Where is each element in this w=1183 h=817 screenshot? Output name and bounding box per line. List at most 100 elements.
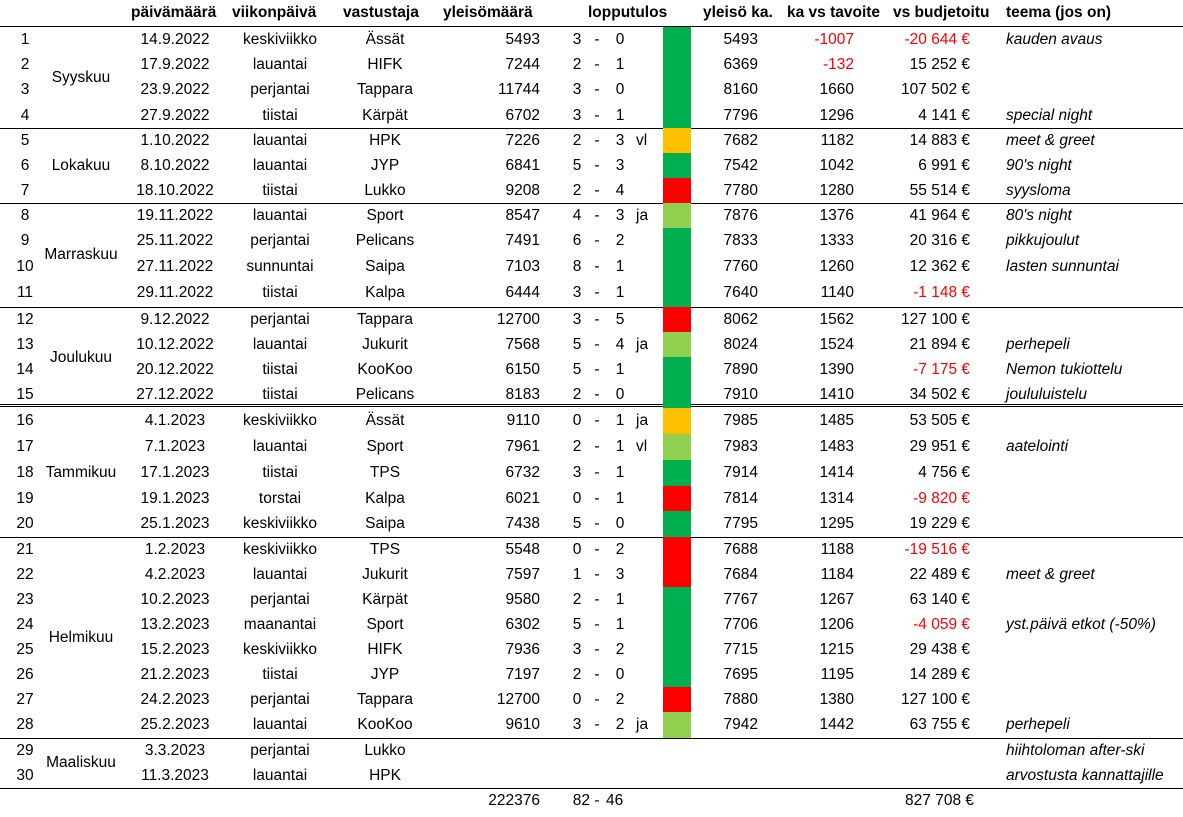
score-separator: -: [594, 284, 600, 301]
game-weekday: maanantai: [243, 616, 317, 633]
game-row: 11 29.11.2022 tiistai Kalpa 6444 3-1 7640 1140 -…: [0, 280, 1183, 305]
average-vs-target: 1410: [819, 386, 854, 403]
score-separator: -: [594, 311, 600, 328]
game-row: 26 21.2.2023 tiistai JYP 7197 2-0 7695 1195 14 2…: [0, 662, 1183, 687]
game-row: 10 27.11.2022 sunnuntai Saipa 7103 8-1 7760 126…: [0, 254, 1183, 279]
game-theme: [1006, 280, 1183, 305]
game-attendance: 9110: [506, 412, 540, 429]
season-average: 7880: [723, 691, 758, 708]
game-row: 5 1.10.2022 lauantai HPK 7226 2-3 vl 7682 1182 14…: [0, 128, 1183, 153]
game-weekday: perjantai: [250, 311, 310, 328]
average-vs-target: 1206: [819, 616, 854, 633]
game-opponent: TPS: [369, 541, 401, 558]
average-vs-target: 1260: [819, 258, 854, 275]
overtime-marker: vl: [636, 438, 648, 455]
average-vs-target: 1195: [820, 666, 854, 683]
game-row: 14 20.12.2022 tiistai KooKoo 6150 5-1 7890 1390…: [0, 357, 1183, 382]
overtime-marker: [636, 178, 660, 203]
header-opponent: vastustaja: [343, 4, 419, 21]
overtime-marker: [636, 511, 660, 536]
game-opponent: Saipa: [365, 515, 405, 532]
score-away: 2: [615, 541, 625, 558]
season-average: 7796: [723, 107, 758, 124]
game-opponent: Kärpät: [362, 107, 408, 124]
game-weekday: tiistai: [262, 666, 298, 683]
game-attendance: 6702: [505, 107, 540, 124]
game-weekday: keskiviikko: [242, 541, 318, 558]
score-away: 4: [615, 182, 625, 199]
game-theme: [1006, 408, 1183, 433]
game-theme: 90's night: [1006, 157, 1072, 174]
game-attendance: 7197: [505, 666, 540, 683]
season-average: 7715: [723, 641, 758, 658]
game-opponent: Sport: [366, 616, 404, 633]
vs-budget: 63 755 €: [909, 716, 970, 733]
game-attendance: [440, 763, 540, 788]
overtime-marker: vl: [636, 132, 648, 149]
game-date: 23.9.2022: [140, 81, 210, 98]
game-number: 28: [16, 716, 34, 733]
game-date: 19.11.2022: [136, 207, 214, 224]
overtime-marker: [636, 228, 660, 253]
overtime-marker: [636, 460, 660, 485]
game-date: 25.2.2023: [140, 716, 210, 733]
game-attendance: 7226: [505, 132, 540, 149]
vs-budget: 29 951 €: [909, 438, 970, 455]
score-separator: -: [594, 56, 600, 73]
game-date: 4.1.2023: [144, 412, 206, 429]
result-color-indicator: [663, 460, 691, 486]
game-theme: meet & greet: [1006, 132, 1095, 149]
game-weekday: keskiviikko: [242, 515, 318, 532]
score-away: 1: [615, 464, 625, 481]
game-number: 7: [20, 182, 30, 199]
game-theme: syysloma: [1006, 182, 1071, 199]
game-opponent: JYP: [370, 157, 400, 174]
game-weekday: lauantai: [252, 336, 308, 353]
average-vs-target: 1215: [819, 641, 854, 658]
game-theme: arvostusta kannattajille: [1006, 767, 1164, 784]
score-home: 2: [572, 56, 582, 73]
game-number: 15: [16, 386, 34, 403]
score-home: [568, 763, 586, 788]
score-away: 3: [615, 207, 625, 224]
game-opponent: Saipa: [365, 258, 405, 275]
game-weekday: torstai: [258, 490, 302, 507]
header-weekday: viikonpäivä: [232, 4, 317, 21]
game-number: 30: [16, 767, 34, 784]
game-weekday: lauantai: [252, 56, 308, 73]
month-label: Lokakuu: [51, 157, 111, 174]
score-separator: -: [594, 361, 600, 378]
game-row: 1 14.9.2022 keskiviikko Ässät 5493 3-0 5493 -10…: [0, 27, 1183, 52]
vs-budget: -1 148 €: [913, 284, 970, 301]
game-attendance: 7491: [505, 232, 540, 249]
vs-budget: [880, 763, 970, 788]
game-number: 29: [16, 742, 34, 759]
game-number: 12: [16, 311, 34, 328]
vs-budget: 29 438 €: [909, 641, 970, 658]
overtime-marker: [636, 687, 660, 712]
game-theme: aatelointi: [1006, 438, 1069, 455]
vs-budget: 14 289 €: [909, 666, 970, 683]
score-away: 1: [615, 438, 625, 455]
game-attendance: 12700: [496, 691, 540, 708]
score-home: 8: [572, 258, 582, 275]
game-attendance: 7936: [505, 641, 540, 658]
header-average: yleisö ka.: [703, 4, 773, 21]
score-separator: -: [594, 691, 600, 708]
score-home: 0: [572, 490, 582, 507]
game-number: 2: [20, 56, 30, 73]
game-date: 21.2.2023: [140, 666, 210, 683]
game-date: 10.2.2023: [140, 591, 210, 608]
average-vs-target: 1562: [819, 311, 854, 328]
game-attendance: 11744: [498, 81, 540, 98]
score-separator: -: [594, 666, 600, 683]
game-row: 17 7.1.2023 lauantai Sport 7961 2-1 vl 7983 1483…: [0, 434, 1183, 459]
game-number: 21: [16, 541, 34, 558]
game-row: 12 9.12.2022 perjantai Tappara 12700 3-5 8062 1…: [0, 307, 1183, 332]
game-number: 6: [20, 157, 30, 174]
score-home: 3: [572, 284, 582, 301]
game-attendance: 7103: [505, 258, 540, 275]
game-opponent: Tappara: [356, 81, 413, 98]
row-separator: [0, 307, 1183, 308]
game-attendance: 7438: [505, 515, 540, 532]
